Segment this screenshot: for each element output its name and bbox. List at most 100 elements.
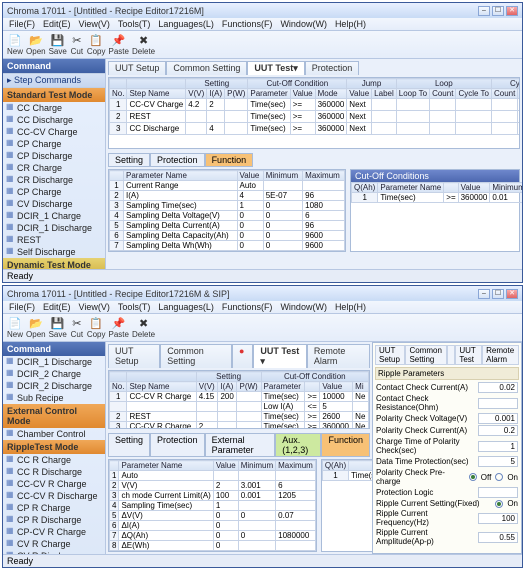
steps-grid[interactable]: SettingCut-Off ConditionNo.Step NameV(V)…: [108, 370, 370, 429]
param-input[interactable]: [478, 487, 518, 498]
radio-on[interactable]: [495, 500, 503, 508]
right-tab[interactable]: [447, 345, 455, 365]
menu-item[interactable]: Tools(T): [118, 19, 151, 29]
steps-grid[interactable]: SettingCut-Off ConditionJumpLoopCycleNo.…: [108, 77, 520, 149]
sub-tab[interactable]: Function: [205, 153, 254, 167]
tab[interactable]: Common Setting: [166, 61, 247, 75]
param-input[interactable]: [478, 425, 518, 436]
sidebar-item[interactable]: CP Charge: [3, 186, 105, 198]
sidebar-item[interactable]: DCIR_1 Discharge: [3, 222, 105, 234]
sidebar-item[interactable]: CV R Discharge: [3, 550, 105, 554]
tab[interactable]: Remote Alarm: [307, 344, 370, 368]
open-button[interactable]: 📂Open: [26, 33, 46, 56]
sidebar-section-steps[interactable]: ▸ Step Commands: [3, 73, 105, 88]
cut-button[interactable]: ✂Cut: [70, 33, 84, 56]
save-button[interactable]: 💾Save: [49, 316, 67, 339]
cut-button[interactable]: ✂Cut: [70, 316, 84, 339]
sub-tab[interactable]: Setting: [108, 433, 150, 457]
menu-item[interactable]: Help(H): [335, 19, 366, 29]
param-input[interactable]: [478, 398, 518, 409]
sidebar-item[interactable]: CC-CV R Charge: [3, 478, 105, 490]
paste-button[interactable]: 📌Paste: [109, 316, 129, 339]
menu-item[interactable]: Languages(L): [158, 302, 214, 312]
sub-tab[interactable]: Aux.(1,2,3): [275, 433, 321, 457]
sidebar-item[interactable]: CR Discharge: [3, 174, 105, 186]
menu-item[interactable]: Edit(E): [43, 302, 71, 312]
copy-button[interactable]: 📋Copy: [87, 33, 106, 56]
sub-tab[interactable]: Setting: [108, 153, 150, 167]
minimize-button[interactable]: –: [478, 6, 490, 16]
sidebar-item[interactable]: CP Charge: [3, 138, 105, 150]
close-button[interactable]: ✕: [506, 289, 518, 299]
right-tab[interactable]: UUT Setup: [375, 345, 405, 365]
sub-tab[interactable]: External Parameter: [205, 433, 276, 457]
sidebar-item[interactable]: CP-CV R Charge: [3, 526, 105, 538]
sidebar-item[interactable]: CC Discharge: [3, 114, 105, 126]
menu-item[interactable]: Window(W): [280, 302, 327, 312]
sidebar-item[interactable]: Self Discharge: [3, 246, 105, 258]
delete-button[interactable]: ✖Delete: [132, 316, 155, 339]
tab[interactable]: UUT Setup: [108, 61, 166, 75]
tab[interactable]: UUT Test▾: [247, 61, 304, 75]
tab[interactable]: UUT Setup: [108, 344, 160, 368]
sub-tab[interactable]: Protection: [150, 433, 205, 457]
copy-button[interactable]: 📋Copy: [87, 316, 106, 339]
param-input[interactable]: [478, 513, 518, 524]
radio-on[interactable]: [495, 473, 503, 481]
sub-tab[interactable]: Protection: [150, 153, 205, 167]
save-button[interactable]: 💾Save: [49, 33, 67, 56]
param-input[interactable]: [478, 413, 518, 424]
sidebar-item[interactable]: CR Charge: [3, 162, 105, 174]
tab[interactable]: Protection: [305, 61, 360, 75]
param-input[interactable]: [478, 456, 518, 467]
param-input[interactable]: [478, 382, 518, 393]
menu-item[interactable]: Help(H): [335, 302, 366, 312]
sidebar-item[interactable]: CV R Charge: [3, 538, 105, 550]
new-button[interactable]: 📄New: [7, 33, 23, 56]
menu-item[interactable]: Edit(E): [43, 19, 71, 29]
menu-item[interactable]: Tools(T): [118, 302, 151, 312]
tab[interactable]: [232, 344, 253, 368]
menu-item[interactable]: Languages(L): [158, 19, 214, 29]
minimize-button[interactable]: –: [478, 289, 490, 299]
sub-tab[interactable]: Function: [321, 433, 370, 457]
open-button[interactable]: 📂Open: [26, 316, 46, 339]
menu-item[interactable]: Functions(F): [222, 19, 273, 29]
sidebar-item[interactable]: DCIR_2 Discharge: [3, 380, 105, 392]
menu-item[interactable]: Functions(F): [222, 302, 273, 312]
sidebar-item[interactable]: CC-CV R Discharge: [3, 490, 105, 502]
sidebar-item[interactable]: Chamber Control: [3, 428, 105, 440]
menu-item[interactable]: File(F): [9, 19, 35, 29]
sidebar-item[interactable]: REST: [3, 234, 105, 246]
sidebar-item[interactable]: CP R Discharge: [3, 514, 105, 526]
param-input[interactable]: [478, 532, 518, 543]
sidebar-item[interactable]: CC Charge: [3, 102, 105, 114]
delete-button[interactable]: ✖Delete: [132, 33, 155, 56]
maximize-button[interactable]: ☐: [492, 289, 504, 299]
sidebar-item[interactable]: DCIR_1 Charge: [3, 210, 105, 222]
sidebar-item[interactable]: DCIR_1 Discharge: [3, 356, 105, 368]
menu-item[interactable]: Window(W): [280, 19, 327, 29]
param-grid[interactable]: Parameter NameValueMinimumMaximum1Curren…: [108, 169, 346, 252]
sidebar-item[interactable]: CP Discharge: [3, 150, 105, 162]
menu-item[interactable]: View(V): [79, 302, 110, 312]
sidebar-item[interactable]: CC R Charge: [3, 454, 105, 466]
sidebar-item[interactable]: Sub Recipe: [3, 392, 105, 404]
paste-button[interactable]: 📌Paste: [109, 33, 129, 56]
sidebar-item[interactable]: CC-CV Charge: [3, 126, 105, 138]
menu-item[interactable]: File(F): [9, 302, 35, 312]
param-grid[interactable]: Parameter NameValueMinimumMaximum1Auto2V…: [108, 459, 317, 552]
menu-item[interactable]: View(V): [79, 19, 110, 29]
new-button[interactable]: 📄New: [7, 316, 23, 339]
sidebar-item[interactable]: CC R Discharge: [3, 466, 105, 478]
right-tab[interactable]: Remote Alarm: [482, 345, 519, 365]
maximize-button[interactable]: ☐: [492, 6, 504, 16]
param-input[interactable]: [478, 441, 518, 452]
tab[interactable]: UUT Test ▾: [253, 344, 307, 368]
right-tab[interactable]: Common Setting: [405, 345, 447, 365]
right-tab[interactable]: UUT Test: [455, 345, 482, 365]
sidebar-item[interactable]: DCIR_2 Charge: [3, 368, 105, 380]
radio-off[interactable]: [469, 473, 477, 481]
close-button[interactable]: ✕: [506, 6, 518, 16]
sidebar-item[interactable]: CP R Charge: [3, 502, 105, 514]
